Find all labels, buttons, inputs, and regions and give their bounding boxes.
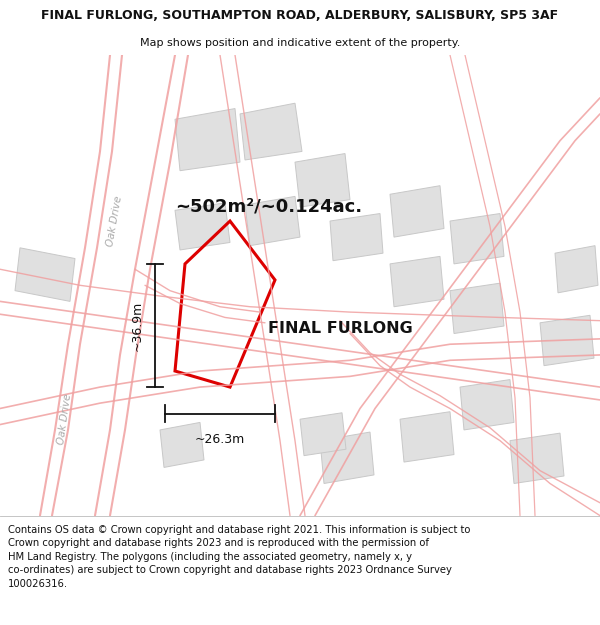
Polygon shape — [555, 246, 598, 292]
Text: ~26.3m: ~26.3m — [195, 433, 245, 446]
Text: Contains OS data © Crown copyright and database right 2021. This information is : Contains OS data © Crown copyright and d… — [8, 524, 470, 589]
Text: Map shows position and indicative extent of the property.: Map shows position and indicative extent… — [140, 38, 460, 48]
Polygon shape — [175, 203, 230, 250]
Text: Oak Drive: Oak Drive — [106, 195, 124, 248]
Polygon shape — [240, 103, 302, 160]
Polygon shape — [390, 186, 444, 237]
Polygon shape — [330, 214, 383, 261]
Polygon shape — [450, 214, 504, 264]
Polygon shape — [245, 196, 300, 246]
Polygon shape — [320, 432, 374, 484]
Polygon shape — [175, 109, 240, 171]
Polygon shape — [295, 154, 350, 207]
Polygon shape — [400, 412, 454, 462]
Polygon shape — [160, 422, 204, 468]
Polygon shape — [540, 315, 594, 366]
Text: ~502m²/~0.124ac.: ~502m²/~0.124ac. — [175, 198, 362, 216]
Polygon shape — [300, 412, 346, 456]
Polygon shape — [510, 433, 564, 484]
Polygon shape — [460, 379, 514, 430]
Text: FINAL FURLONG: FINAL FURLONG — [268, 321, 412, 336]
Text: ~36.9m: ~36.9m — [131, 301, 144, 351]
Polygon shape — [15, 248, 75, 301]
Polygon shape — [390, 256, 444, 307]
Text: FINAL FURLONG, SOUTHAMPTON ROAD, ALDERBURY, SALISBURY, SP5 3AF: FINAL FURLONG, SOUTHAMPTON ROAD, ALDERBU… — [41, 9, 559, 22]
Polygon shape — [450, 283, 504, 334]
Text: Oak Drive: Oak Drive — [56, 393, 74, 446]
